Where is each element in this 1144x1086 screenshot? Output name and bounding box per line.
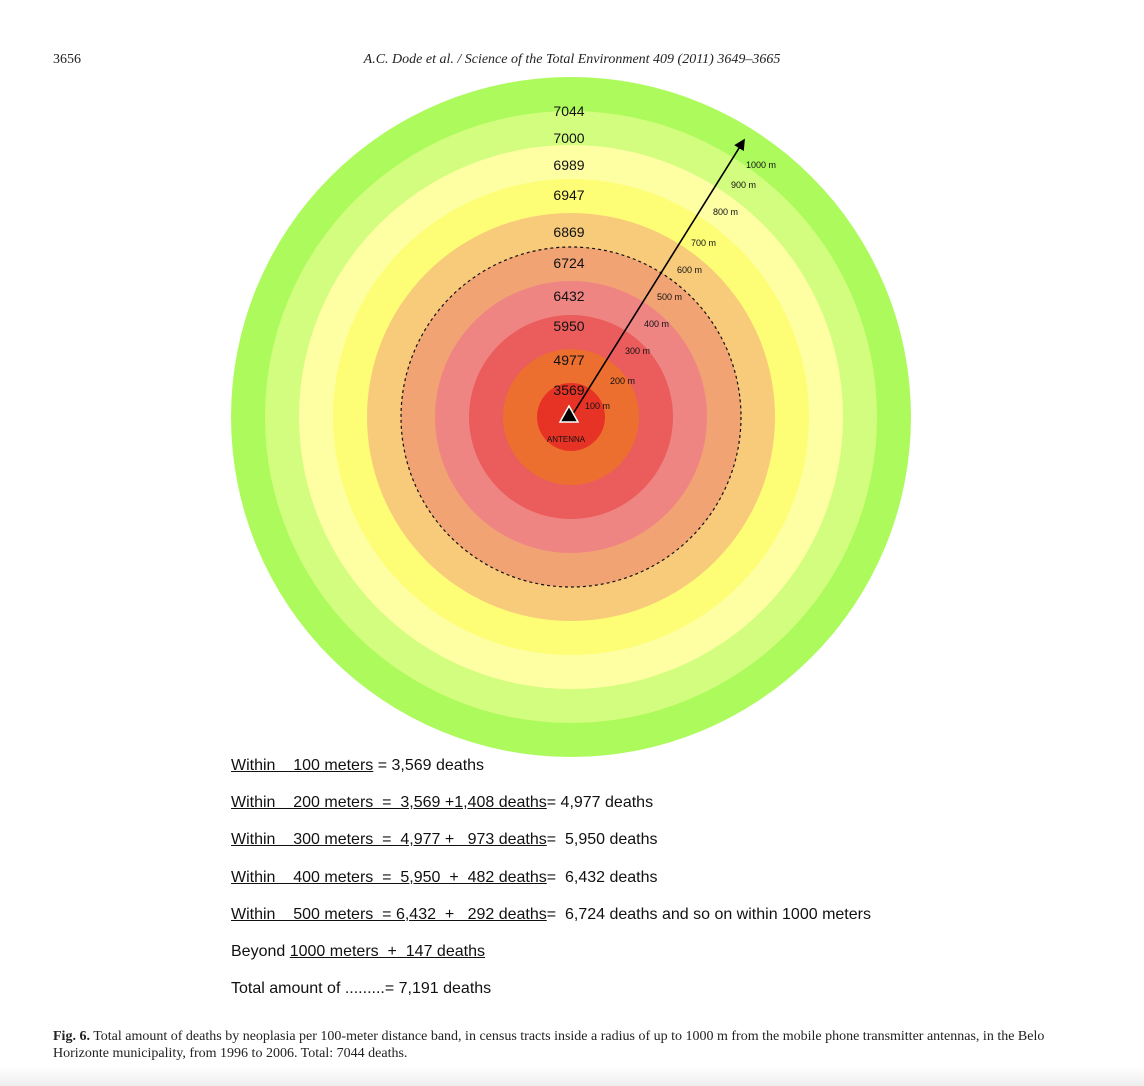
distance-label-600m: 600 m (677, 265, 702, 275)
equation-segment: Total amount of .........= 7,191 deaths (231, 980, 492, 998)
antenna-label: ANTENNA (547, 435, 586, 444)
concentric-distance-figure: 7044 7000 6989 6947 6869 6724 6432 5950 4977 3569… (231, 77, 911, 757)
ring-count-600m: 6869 (553, 224, 584, 240)
equation-line: Beyond 1000 meters + 147 deaths (231, 943, 871, 980)
equation-line: Within 400 meters = 5,950 + 482 deaths= … (231, 869, 871, 906)
distance-label-900m: 900 m (731, 180, 756, 190)
equations-block: Within 100 meters = 3,569 deaths Within 2… (231, 757, 871, 1017)
equation-line: Within 200 meters = 3,569 +1,408 deaths=… (231, 794, 871, 831)
ring-count-700m: 6947 (553, 187, 584, 203)
ring-count-300m: 5950 (553, 318, 584, 334)
equation-segment: Within 500 meters = 6,432 + 292 deaths (231, 905, 547, 923)
distance-label-300m: 300 m (625, 346, 650, 356)
distance-label-100m: 100 m (585, 401, 610, 411)
equation-line: Within 100 meters = 3,569 deaths (231, 757, 871, 794)
equation-segment: Within 300 meters = 4,977 + 973 deaths (231, 831, 547, 849)
500m-boundary-dashed-circle (400, 246, 742, 588)
equation-segment: Within 400 meters = 5,950 + 482 deaths (231, 868, 547, 886)
distance-label-400m: 400 m (644, 319, 669, 329)
ring-death-counts: 7044 7000 6989 6947 6869 6724 6432 5950 4977 3569 (553, 103, 584, 398)
figure-caption: Fig. 6. Total amount of deaths by neopla… (53, 1028, 1098, 1062)
ring-count-800m: 6989 (553, 157, 584, 173)
ring-count-900m: 7000 (553, 130, 584, 146)
equation-segment: 1000 meters + 147 deaths (289, 942, 485, 960)
ring-count-400m: 6432 (553, 288, 584, 304)
page-number: 3656 (53, 52, 81, 67)
equation-segment: = 6,432 deaths (546, 868, 658, 886)
ring-count-100m: 3569 (553, 382, 584, 398)
ring-count-200m: 4977 (553, 352, 584, 368)
running-header: A.C. Dode et al. / Science of the Total … (363, 52, 781, 67)
page-bottom-shadow (0, 1066, 1144, 1086)
antenna-triangle-icon (558, 404, 580, 423)
equation-segment: = 6,724 deaths and so on within 1000 met… (546, 905, 871, 923)
equation-line: Within 500 meters = 6,432 + 292 deaths= … (231, 906, 871, 943)
distance-label-700m: 700 m (691, 238, 716, 248)
equation-line: Within 300 meters = 4,977 + 973 deaths= … (231, 831, 871, 868)
distance-label-1000m: 1000 m (746, 160, 776, 170)
equation-segment: Within 100 meters (231, 757, 374, 774)
equation-segment: Beyond (231, 942, 290, 960)
distance-label-800m: 800 m (713, 207, 738, 217)
equation-segment: Within 200 meters = 3,569 +1,408 deaths (231, 794, 547, 812)
distance-label-500m: 500 m (657, 292, 682, 302)
distance-label-200m: 200 m (610, 376, 635, 386)
distance-labels: 100 m 200 m 300 m 400 m 500 m 600 m 700 m 800 m… (585, 160, 776, 411)
equation-segment: = 3,569 deaths (373, 757, 485, 774)
ring-count-500m: 6724 (553, 255, 584, 271)
equation-line: Total amount of .........= 7,191 deaths (231, 980, 871, 1017)
figure-caption-label: Fig. 6. (53, 1029, 90, 1044)
radius-arrow (570, 138, 745, 418)
equation-segment: = 5,950 deaths (546, 831, 658, 849)
figure-caption-text: Total amount of deaths by neoplasia per … (53, 1029, 1045, 1061)
equation-segment: = 4,977 deaths (546, 794, 654, 812)
ring-count-1000m: 7044 (553, 103, 584, 119)
